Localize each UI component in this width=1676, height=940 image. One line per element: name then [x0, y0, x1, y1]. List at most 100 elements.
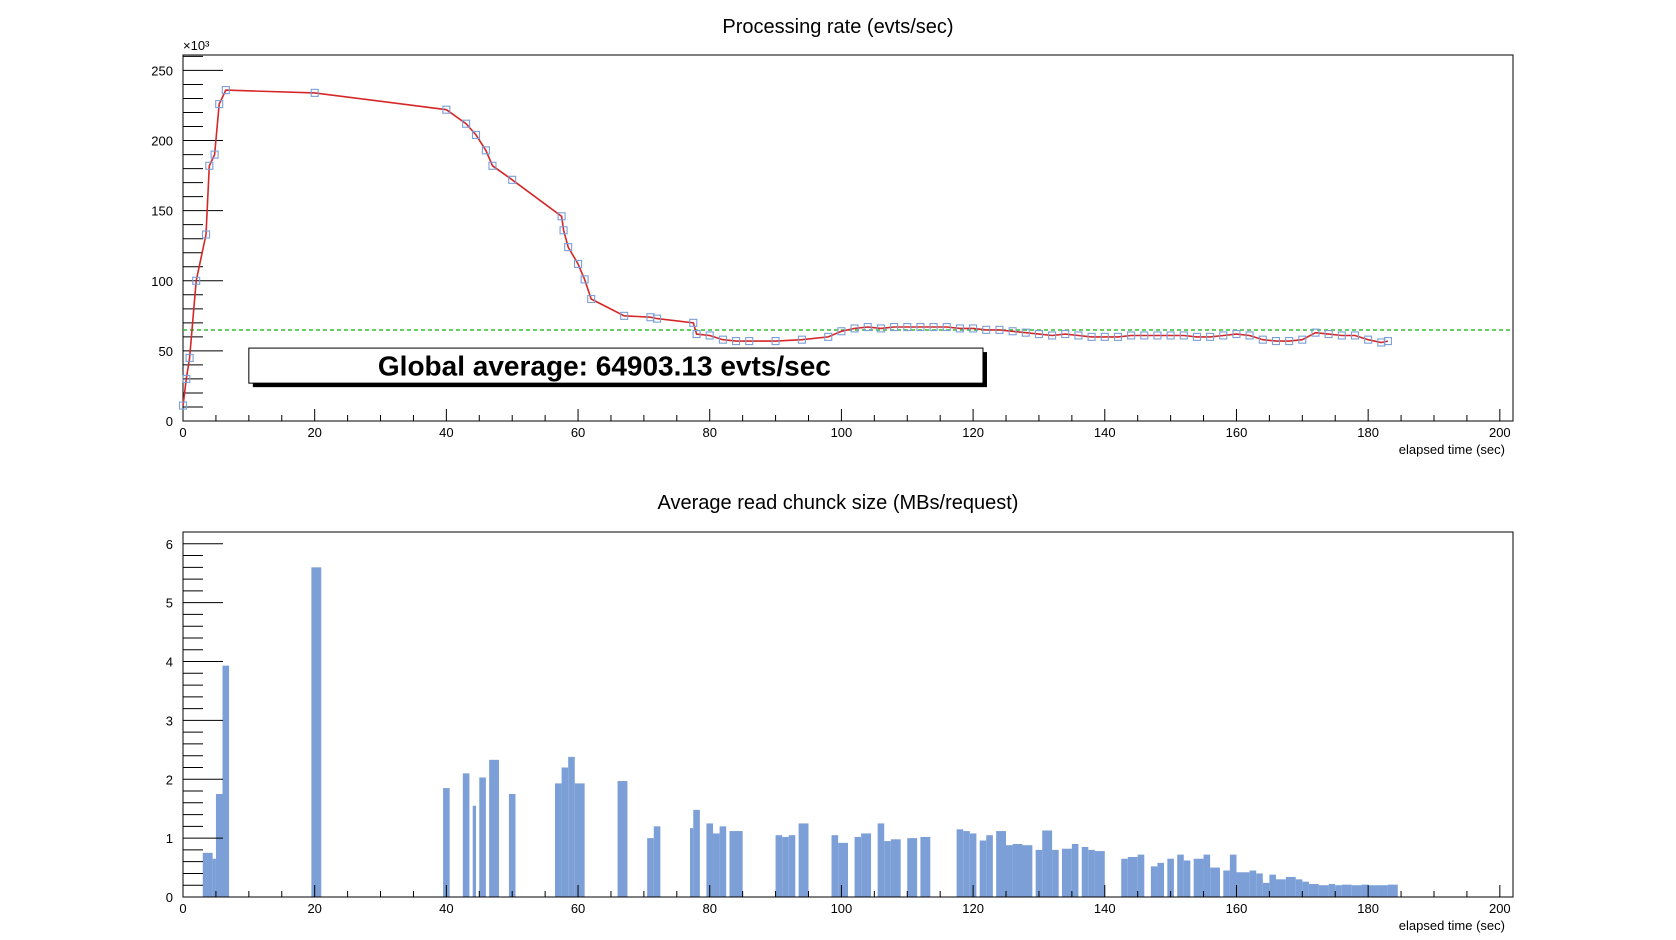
bar — [508, 793, 516, 897]
bar — [831, 835, 839, 897]
bar — [647, 838, 654, 897]
bar — [1249, 870, 1257, 897]
bar — [555, 783, 562, 897]
data-point — [564, 243, 573, 252]
bar — [1203, 854, 1211, 897]
data-point — [205, 161, 214, 170]
data-point — [1364, 335, 1373, 344]
bar — [617, 781, 628, 897]
bar — [202, 852, 213, 897]
bar — [861, 833, 872, 897]
bar — [1121, 858, 1128, 897]
bar — [713, 833, 720, 897]
bar — [568, 756, 575, 897]
bar — [1081, 846, 1089, 897]
bar — [1295, 879, 1303, 897]
bar — [1193, 858, 1204, 897]
bar — [986, 835, 993, 897]
bar — [689, 828, 694, 897]
bar — [479, 777, 486, 897]
data-point — [587, 294, 596, 304]
bar — [1368, 885, 1379, 897]
x-tick-label: 120 — [962, 901, 984, 916]
tick-labels: 0 20 40 60 80 100 120 140 160 180 200 0 50 100 150 200 2… — [151, 63, 1510, 440]
bar — [1285, 876, 1296, 897]
data-point — [559, 226, 568, 235]
bar — [1150, 866, 1158, 897]
bar — [1022, 845, 1033, 897]
bar — [1223, 870, 1230, 897]
x-tick-label: 100 — [831, 425, 853, 440]
data-point — [1350, 331, 1360, 340]
data-point — [1245, 331, 1254, 340]
y-tick-label: 150 — [151, 204, 173, 219]
data-point — [1048, 331, 1057, 340]
data-point — [982, 325, 991, 334]
x-tick-label: 200 — [1489, 425, 1511, 440]
bar — [1183, 860, 1191, 897]
data-point — [1337, 331, 1346, 340]
data-point — [692, 330, 701, 339]
x-tick-label: 80 — [702, 901, 716, 916]
x-tick-label: 80 — [702, 425, 716, 440]
data-point — [1034, 330, 1043, 339]
data-point — [182, 374, 191, 383]
x-tick-label: 20 — [307, 901, 321, 916]
data-point — [471, 130, 481, 139]
data-point — [903, 322, 912, 332]
x-tick-label: 60 — [571, 425, 585, 440]
x-tick-label: 40 — [439, 901, 453, 916]
annotation-box — [248, 347, 984, 384]
bar — [693, 809, 700, 897]
y-tick-label: 0 — [166, 890, 173, 905]
bar — [775, 835, 783, 897]
series-markers — [178, 86, 1392, 410]
bar — [1088, 849, 1095, 897]
data-point — [310, 88, 319, 97]
read-chunk-size-chart: Average read chunck size (MBs/request) 0… — [166, 492, 1514, 933]
data-point — [1166, 331, 1175, 340]
data-point — [185, 353, 194, 362]
bar — [1269, 874, 1276, 897]
data-point — [1100, 332, 1109, 341]
x-axis-label: elapsed time (sec) — [1399, 442, 1505, 457]
x-tick-label: 40 — [439, 425, 453, 440]
x-tick-label: 0 — [179, 425, 186, 440]
bar — [1387, 884, 1398, 897]
bar — [1275, 879, 1286, 897]
bar — [1167, 858, 1174, 897]
x-tick-label: 20 — [307, 425, 321, 440]
data-point — [1219, 331, 1228, 340]
data-point — [797, 335, 806, 344]
data-point — [732, 337, 741, 346]
bar — [1328, 884, 1336, 897]
data-point — [1113, 332, 1123, 341]
bar — [719, 826, 727, 897]
data-point — [969, 324, 978, 333]
data-point — [481, 146, 490, 155]
y-multiplier-label: ×10³ — [183, 38, 210, 53]
data-point — [1324, 330, 1333, 339]
data-point — [850, 324, 859, 333]
bar — [729, 831, 743, 897]
bar — [798, 823, 809, 897]
data-point — [1008, 327, 1017, 336]
annotation-text: Global average: 64903.13 evts/sec — [378, 351, 831, 382]
data-point — [221, 86, 230, 95]
data-point — [745, 337, 754, 346]
x-tick-label: 140 — [1094, 901, 1116, 916]
bar — [1341, 884, 1352, 897]
x-axis-label: elapsed time (sec) — [1399, 918, 1505, 933]
data-point — [1383, 337, 1392, 346]
bar — [969, 833, 977, 897]
bar — [443, 788, 450, 897]
y-tick-label: 0 — [166, 414, 173, 429]
y-tick-label: 200 — [151, 134, 173, 149]
data-point — [215, 100, 224, 109]
y-tick-label: 1 — [166, 831, 173, 846]
bars — [202, 567, 1398, 897]
data-point — [942, 322, 951, 332]
data-point — [863, 322, 872, 332]
data-point — [1206, 332, 1215, 341]
bar — [706, 823, 714, 897]
